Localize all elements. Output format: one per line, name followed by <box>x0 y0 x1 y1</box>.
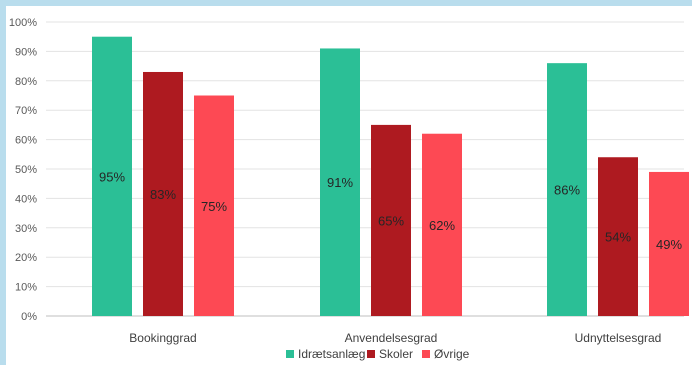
bar-chart: 0% 10% 20% 30% 40% 50% 60% 70% 80% 90% 100% 95% 83%… <box>9 17 689 361</box>
y-tick-label: 80% <box>15 76 37 88</box>
x-axis-categories: Bookinggrad Anvendelsesgrad Udnyttelsesgra… <box>129 331 661 345</box>
data-label: 83% <box>150 187 176 202</box>
data-label: 95% <box>99 169 125 184</box>
data-labels: 95% 83% 75% 91% 65% 62% 86% 54% 49% <box>99 169 682 252</box>
y-tick-label: 0% <box>21 311 37 323</box>
bars <box>92 36 689 317</box>
data-label: 49% <box>656 237 682 252</box>
data-label: 86% <box>554 183 580 198</box>
y-tick-label: 100% <box>9 17 37 29</box>
x-category-label: Udnyttelsesgrad <box>575 331 662 345</box>
data-label: 65% <box>378 213 404 228</box>
y-tick-label: 90% <box>15 46 37 58</box>
y-tick-label: 60% <box>15 135 37 147</box>
legend-label: Skoler <box>379 347 413 361</box>
data-label: 54% <box>605 230 631 245</box>
y-tick-label: 30% <box>15 223 37 235</box>
chart-frame: 0% 10% 20% 30% 40% 50% 60% 70% 80% 90% 100% 95% 83%… <box>6 6 692 365</box>
legend-swatch <box>367 350 375 358</box>
legend: Idrætsanlæg Skoler Øvrige <box>286 347 470 361</box>
bar-øvrige <box>422 133 462 316</box>
x-category-label: Anvendelsesgrad <box>345 331 438 345</box>
y-axis-ticks: 0% 10% 20% 30% 40% 50% 60% 70% 80% 90% 100% <box>9 17 37 323</box>
data-label: 62% <box>429 218 455 233</box>
y-tick-label: 40% <box>15 193 37 205</box>
bar-skoler <box>143 71 183 316</box>
gridlines <box>46 21 684 317</box>
legend-swatch <box>422 350 430 358</box>
x-category-label: Bookinggrad <box>129 331 196 345</box>
y-tick-label: 20% <box>15 252 37 264</box>
bar-øvrige <box>194 95 234 316</box>
y-tick-label: 10% <box>15 282 37 294</box>
bar-skoler <box>598 157 638 316</box>
bar-idrætsanlæg <box>92 36 132 316</box>
y-tick-label: 70% <box>15 105 37 117</box>
bar-idrætsanlæg <box>320 48 360 317</box>
data-label: 91% <box>327 175 353 190</box>
bar-idrætsanlæg <box>547 63 587 316</box>
y-tick-label: 50% <box>15 164 37 176</box>
bar-skoler <box>371 124 411 317</box>
data-label: 75% <box>201 199 227 214</box>
legend-label: Idrætsanlæg <box>298 347 365 361</box>
legend-label: Øvrige <box>434 347 470 361</box>
bar-øvrige <box>649 171 689 316</box>
legend-swatch <box>286 350 294 358</box>
